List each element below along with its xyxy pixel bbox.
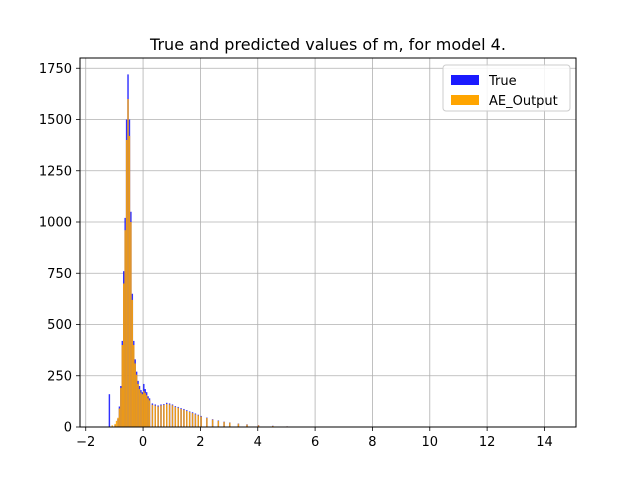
ae-output-bar bbox=[160, 405, 162, 427]
y-tick-label: 500 bbox=[47, 318, 72, 333]
ae-output-bar bbox=[137, 383, 139, 427]
ae-output-bar bbox=[128, 135, 131, 427]
ae-output-bar bbox=[186, 411, 188, 427]
ae-output-bar bbox=[148, 400, 151, 427]
ae-output-bar bbox=[257, 425, 260, 427]
ae-output-bar bbox=[246, 424, 248, 427]
legend-swatch bbox=[451, 95, 479, 105]
ae-output-bar bbox=[151, 404, 154, 427]
x-tick-label: 8 bbox=[368, 435, 376, 450]
y-tick-label: 1250 bbox=[39, 164, 72, 179]
ae-output-bar bbox=[134, 363, 136, 427]
x-tick-label: 6 bbox=[311, 435, 319, 450]
ae-output-bar bbox=[130, 222, 132, 427]
ae-output-bar bbox=[191, 413, 194, 427]
ae-output-bar bbox=[272, 425, 274, 427]
ae-output-bar bbox=[115, 420, 118, 427]
ae-output-bar bbox=[171, 405, 174, 427]
plot-frame bbox=[79, 57, 577, 428]
ae-output-bar bbox=[124, 230, 126, 427]
ae-output-bar bbox=[121, 345, 124, 427]
ae-output-bar bbox=[154, 405, 156, 427]
ae-output-bar bbox=[229, 422, 231, 427]
y-tick-label: 750 bbox=[47, 267, 72, 282]
ae-output-bar bbox=[174, 406, 177, 427]
ae-output-bar bbox=[183, 409, 185, 427]
ae-output-bar bbox=[143, 391, 145, 427]
ae-output-bar bbox=[141, 394, 144, 427]
histogram-bars bbox=[108, 74, 360, 428]
ae-output-bar bbox=[163, 404, 165, 427]
y-tick-label: 1750 bbox=[39, 62, 72, 77]
ae-output-bar bbox=[133, 345, 135, 427]
y-tick-label: 250 bbox=[47, 369, 72, 384]
x-tick-label: 12 bbox=[479, 435, 496, 450]
y-tick-label: 1500 bbox=[39, 113, 72, 128]
ae-output-bar bbox=[188, 412, 191, 427]
ae-output-bar bbox=[118, 408, 121, 427]
ae-output-bar bbox=[111, 425, 113, 427]
ae-output-bar bbox=[147, 398, 149, 427]
ae-output-bar bbox=[138, 389, 141, 427]
y-axis: 0 250 500 750 1000 1250 1500 1750 bbox=[39, 62, 80, 436]
ae-output-bar bbox=[157, 406, 159, 427]
x-tick-label: 14 bbox=[536, 435, 553, 450]
ae-output-bar bbox=[144, 393, 146, 427]
legend-label: AE_Output bbox=[489, 94, 558, 109]
ae-output-bar bbox=[237, 423, 240, 427]
x-tick-label: 4 bbox=[254, 435, 262, 450]
legend: True AE_Output bbox=[442, 64, 571, 112]
ae-output-bar bbox=[123, 283, 125, 427]
ae-output-bar bbox=[120, 388, 122, 427]
ae-output-bar bbox=[180, 408, 182, 427]
ae-output-bar bbox=[211, 419, 214, 427]
true-bar bbox=[108, 394, 111, 427]
ae-output-bar bbox=[200, 416, 202, 427]
ae-output-bar bbox=[194, 414, 197, 427]
x-axis: −2 0 2 4 6 8 10 12 14 bbox=[76, 427, 553, 450]
x-tick-label: 2 bbox=[196, 435, 204, 450]
ae-output-bar bbox=[166, 404, 168, 427]
ae-output-bar bbox=[127, 99, 129, 427]
ae-output-bar bbox=[197, 415, 199, 427]
ae-output-bar bbox=[177, 407, 179, 427]
ae-output-bar bbox=[140, 392, 142, 427]
ae-output-bar bbox=[206, 417, 208, 427]
ae-output-bar bbox=[131, 299, 134, 427]
y-tick-label: 1000 bbox=[39, 216, 72, 231]
ae-output-bar bbox=[114, 423, 116, 427]
x-tick-label: 10 bbox=[422, 435, 439, 450]
ae-output-bar bbox=[125, 140, 128, 427]
ae-output-bar bbox=[168, 404, 171, 427]
x-tick-label: 0 bbox=[139, 435, 147, 450]
legend-swatch bbox=[451, 75, 479, 85]
ae-output-bar bbox=[217, 420, 220, 427]
ae-output-bar bbox=[135, 374, 138, 427]
x-tick-label: −2 bbox=[76, 435, 95, 450]
chart-title: True and predicted values of m, for mode… bbox=[149, 35, 506, 54]
ae-output-bar bbox=[117, 417, 119, 427]
y-tick-label: 0 bbox=[64, 421, 72, 436]
ae-output-bar bbox=[145, 395, 148, 427]
legend-label: True bbox=[488, 74, 517, 89]
ae-output-bar bbox=[223, 421, 225, 427]
